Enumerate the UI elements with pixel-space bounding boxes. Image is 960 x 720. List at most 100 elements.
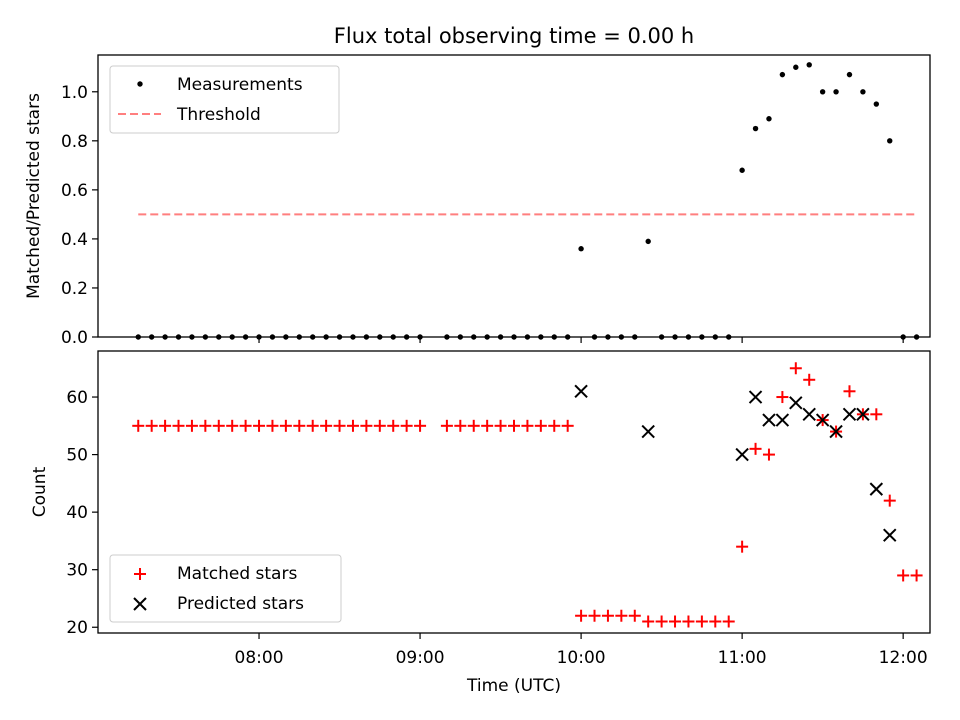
y-tick-label: 0.0: [61, 328, 88, 348]
matched-star-point: [601, 609, 614, 622]
matched-star-point: [843, 385, 856, 398]
matched-star-point: [883, 494, 896, 507]
matched-star-point: [333, 419, 346, 432]
matched-star-point: [172, 419, 185, 432]
x-tick-label: 10:00: [557, 648, 606, 668]
top-y-axis-label: Matched/Predicted stars: [24, 93, 44, 299]
matched-star-point: [669, 615, 682, 628]
matched-star-point: [628, 609, 641, 622]
bottom-y-ticks: 20 30 40 50 60: [66, 388, 98, 638]
matched-star-point: [695, 615, 708, 628]
top-panel: 0.0 0.2 0.4 0.6 0.8 1.0 Matched/Predicted sta…: [24, 54, 931, 348]
matched-star-point: [561, 419, 574, 432]
measurement-point: [860, 89, 866, 95]
matched-star-point: [266, 419, 279, 432]
y-tick-label: 0.6: [61, 181, 88, 201]
measurement-point: [752, 125, 759, 132]
top-legend: Measurements Threshold: [109, 65, 340, 134]
matched-star-point: [387, 419, 400, 432]
measurement-point: [645, 238, 651, 245]
matched-star-point: [494, 419, 507, 432]
measurement-point: [739, 167, 745, 173]
predicted-star-point: [883, 528, 897, 542]
bottom-x-ticks: 08:00 09:00 10:00 11:00 12:00: [235, 633, 928, 668]
predicted-star-point: [869, 482, 884, 496]
bottom-axes-frame: [97, 350, 931, 634]
measurement-point: [887, 138, 893, 144]
legend-marker-predicted-stars: [133, 597, 147, 611]
matched-star-point: [159, 419, 172, 432]
matched-star-point: [534, 419, 547, 432]
matched-star-point: [145, 419, 158, 432]
matched-star-point: [508, 419, 520, 432]
matched-star-point: [736, 540, 749, 553]
predicted-star-point: [775, 413, 790, 427]
measurement-point: [819, 89, 826, 95]
matched-star-point: [373, 419, 386, 432]
matched-star-point: [709, 615, 722, 628]
measurement-point: [766, 116, 772, 122]
y-tick-label: 20: [66, 618, 88, 638]
x-axis-label: Time (UTC): [466, 676, 561, 696]
predicted-star-point: [842, 407, 857, 422]
matched-star-point: [279, 419, 292, 432]
chart-title: Flux total observing time = 0.00 h: [334, 24, 694, 48]
predicted-star-point: [789, 396, 803, 410]
bottom-legend: Matched stars Predicted stars: [109, 554, 342, 623]
matched-star-point: [870, 408, 883, 421]
matched-star-point: [655, 615, 668, 628]
matched-star-point: [776, 391, 789, 404]
top-y-ticks: 0.0 0.2 0.4 0.6 0.8 1.0: [61, 83, 98, 348]
matched-star-point: [239, 419, 252, 432]
top-x-ticks: [258, 337, 904, 343]
y-tick-label: 1.0: [61, 83, 88, 103]
matched-star-point: [548, 419, 561, 432]
matched-star-point: [910, 569, 923, 582]
x-tick-label: 12:00: [879, 648, 928, 668]
x-tick-label: 09:00: [396, 648, 445, 668]
measurement-point: [833, 89, 839, 95]
measurement-point: [779, 71, 786, 78]
measurement-point: [578, 246, 584, 252]
y-tick-label: 60: [66, 388, 88, 408]
predicted-star-point: [856, 407, 870, 422]
bottom-marks: [132, 362, 923, 628]
matched-star-point: [467, 419, 480, 432]
matched-star-point: [320, 419, 333, 432]
measurement-point: [793, 64, 799, 70]
matched-star-point: [803, 373, 816, 386]
bottom-y-axis-label: Count: [30, 466, 50, 517]
predicted-star-point: [574, 384, 588, 398]
legend-label-matched-stars: Matched stars: [177, 564, 297, 584]
matched-star-point: [615, 609, 628, 622]
legend-label-threshold: Threshold: [176, 105, 261, 125]
top-legend-frame: [109, 65, 340, 134]
legend-marker-measurements: [137, 81, 143, 87]
x-tick-label: 08:00: [235, 648, 284, 668]
matched-star-point: [762, 448, 775, 461]
matched-star-point: [293, 419, 306, 432]
matched-star-point: [440, 419, 453, 432]
legend-label-measurements: Measurements: [177, 75, 303, 95]
matched-star-point: [212, 419, 225, 432]
matched-star-point: [575, 609, 588, 622]
matched-star-point: [789, 362, 802, 375]
matched-star-point: [346, 419, 359, 432]
measurement-point: [846, 71, 853, 78]
top-axes-frame: [97, 54, 931, 338]
predicted-star-point: [762, 413, 776, 427]
matched-star-point: [454, 419, 467, 432]
bottom-legend-frame: [109, 554, 342, 623]
matched-star-point: [642, 615, 655, 628]
matched-star-point: [897, 569, 910, 582]
matched-star-point: [226, 419, 239, 432]
matched-star-point: [414, 419, 427, 432]
predicted-star-point: [641, 424, 655, 439]
matched-star-point: [682, 615, 695, 628]
predicted-star-point: [748, 390, 763, 404]
y-tick-label: 0.8: [61, 132, 88, 152]
x-tick-label: 11:00: [718, 648, 767, 668]
y-tick-label: 40: [66, 503, 88, 523]
matched-star-point: [481, 419, 494, 432]
